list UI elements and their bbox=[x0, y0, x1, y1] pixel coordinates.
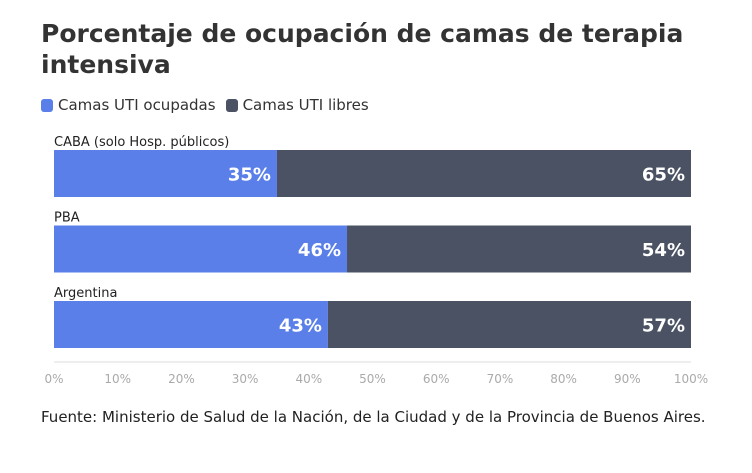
x-tick-label: 30% bbox=[232, 372, 259, 386]
bar-segment-occupied bbox=[54, 225, 348, 273]
category-label: Argentina bbox=[54, 286, 117, 301]
legend: Camas UTI ocupadas Camas UTI libres bbox=[41, 96, 379, 114]
x-tick-label: 50% bbox=[359, 372, 386, 386]
bar-segment-occupied bbox=[54, 150, 277, 197]
legend-item-occupied: Camas UTI ocupadas bbox=[41, 96, 216, 114]
bar-segment-occupied bbox=[54, 301, 328, 348]
x-tick-label: 100% bbox=[674, 372, 708, 386]
legend-swatch-occupied bbox=[41, 98, 53, 112]
stacked-bar-chart: CABA (solo Hosp. públicos) 35% 65% PBA 46% 54… bbox=[44, 135, 708, 386]
x-tick-label: 40% bbox=[295, 372, 322, 386]
x-tick-label: 10% bbox=[104, 372, 131, 386]
x-tick-label: 0% bbox=[44, 372, 63, 386]
bar-segment-free bbox=[347, 225, 691, 273]
x-tick-label: 20% bbox=[168, 372, 195, 386]
category-label: PBA bbox=[54, 211, 80, 226]
x-tick-label: 70% bbox=[487, 372, 514, 386]
legend-label-occupied: Camas UTI ocupadas bbox=[58, 96, 216, 114]
bar-segment-free bbox=[276, 150, 691, 197]
source-note: Fuente: Ministerio de Salud de la Nación… bbox=[41, 408, 706, 426]
chart-title: Porcentaje de ocupación de camas de tera… bbox=[41, 19, 684, 79]
x-tick-label: 90% bbox=[614, 372, 641, 386]
data-label: 57% bbox=[642, 316, 685, 337]
data-label: 43% bbox=[279, 316, 322, 337]
x-tick-label: 80% bbox=[550, 372, 577, 386]
legend-swatch-free bbox=[225, 98, 238, 112]
data-label: 46% bbox=[298, 240, 341, 261]
bar-segment-free bbox=[327, 301, 691, 348]
legend-label-free: Camas UTI libres bbox=[242, 96, 369, 114]
data-label: 65% bbox=[642, 165, 685, 186]
category-label: CABA (solo Hosp. públicos) bbox=[54, 135, 229, 150]
data-label: 35% bbox=[228, 165, 271, 186]
x-tick-label: 60% bbox=[423, 372, 450, 386]
legend-item-free: Camas UTI libres bbox=[225, 96, 369, 114]
data-label: 54% bbox=[642, 240, 685, 261]
